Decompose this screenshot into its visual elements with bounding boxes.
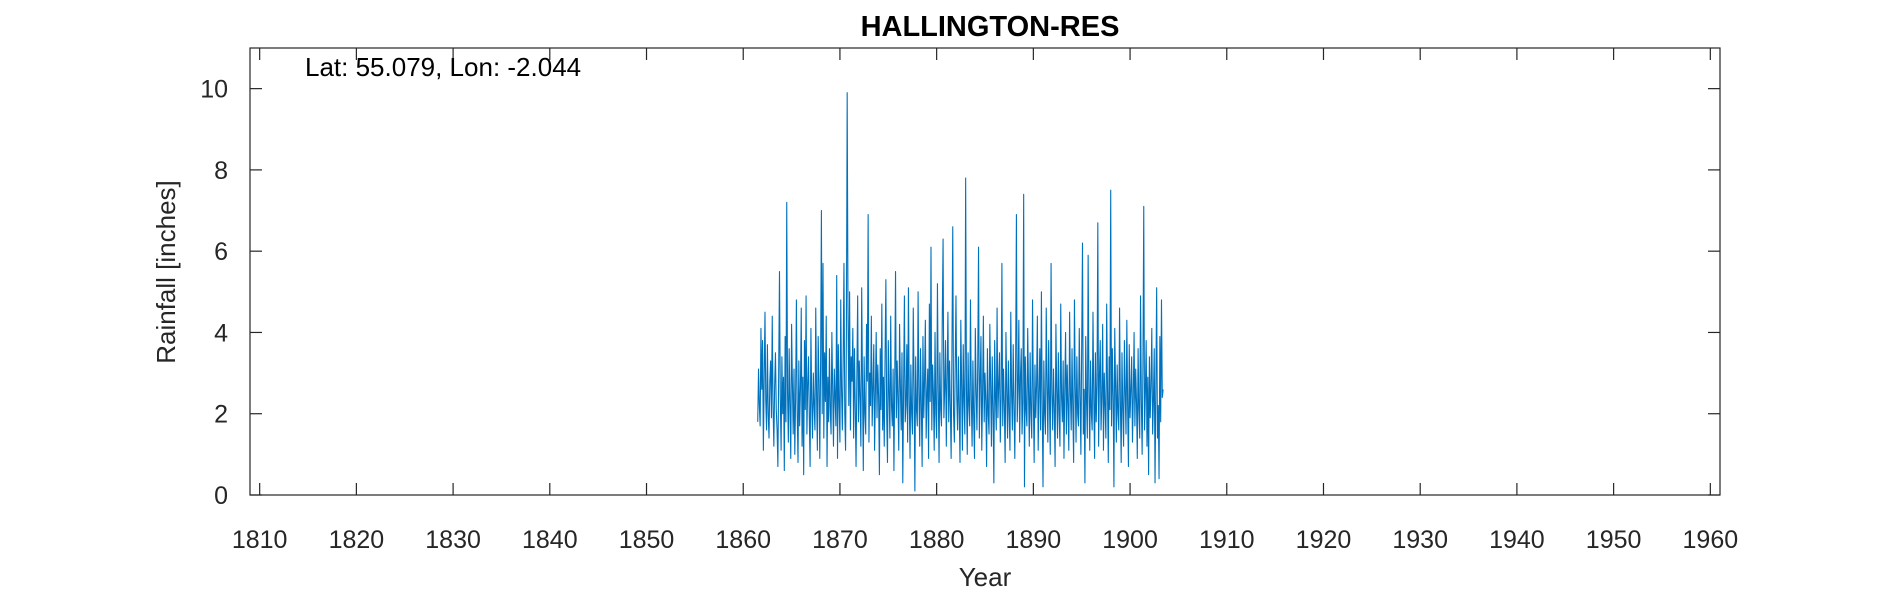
x-tick-label: 1930 [1392, 526, 1448, 554]
y-tick-label: 2 [214, 401, 228, 429]
x-tick-label: 1820 [329, 526, 385, 554]
rainfall-series-line-0 [757, 92, 1164, 492]
station-location-annotation: Lat: 55.079, Lon: -2.044 [305, 52, 581, 82]
x-tick-label: 1860 [715, 526, 771, 554]
x-tick-label: 1910 [1199, 526, 1255, 554]
y-tick-label: 6 [214, 238, 228, 266]
x-tick-label: 1890 [1006, 526, 1062, 554]
x-tick-label: 1870 [812, 526, 868, 554]
x-tick-label: 1840 [522, 526, 578, 554]
y-tick-label: 0 [214, 482, 228, 510]
x-tick-label: 1950 [1586, 526, 1642, 554]
x-axis: 1810 1820 1830 1840 1850 1860 1870 1880 1890 1900… [232, 48, 1738, 554]
chart-title: HALLINGTON-RES [861, 11, 1120, 43]
x-tick-label: 1960 [1683, 526, 1739, 554]
y-tick-label: 8 [214, 157, 228, 185]
y-tick-label: 4 [214, 319, 228, 347]
x-tick-label: 1920 [1296, 526, 1352, 554]
x-tick-label: 1940 [1489, 526, 1545, 554]
y-axis-label: Rainfall [inches] [151, 180, 181, 364]
x-axis-label: Year [959, 562, 1012, 591]
x-tick-label: 1900 [1102, 526, 1158, 554]
x-tick-label: 1830 [425, 526, 481, 554]
x-tick-label: 1850 [619, 526, 675, 554]
x-tick-label: 1810 [232, 526, 288, 554]
series-group [757, 92, 1164, 492]
x-tick-label: 1880 [909, 526, 965, 554]
y-tick-label: 10 [200, 76, 228, 104]
y-axis: 0 2 4 6 8 10 [200, 76, 1720, 510]
plot-frame [249, 47, 1721, 496]
